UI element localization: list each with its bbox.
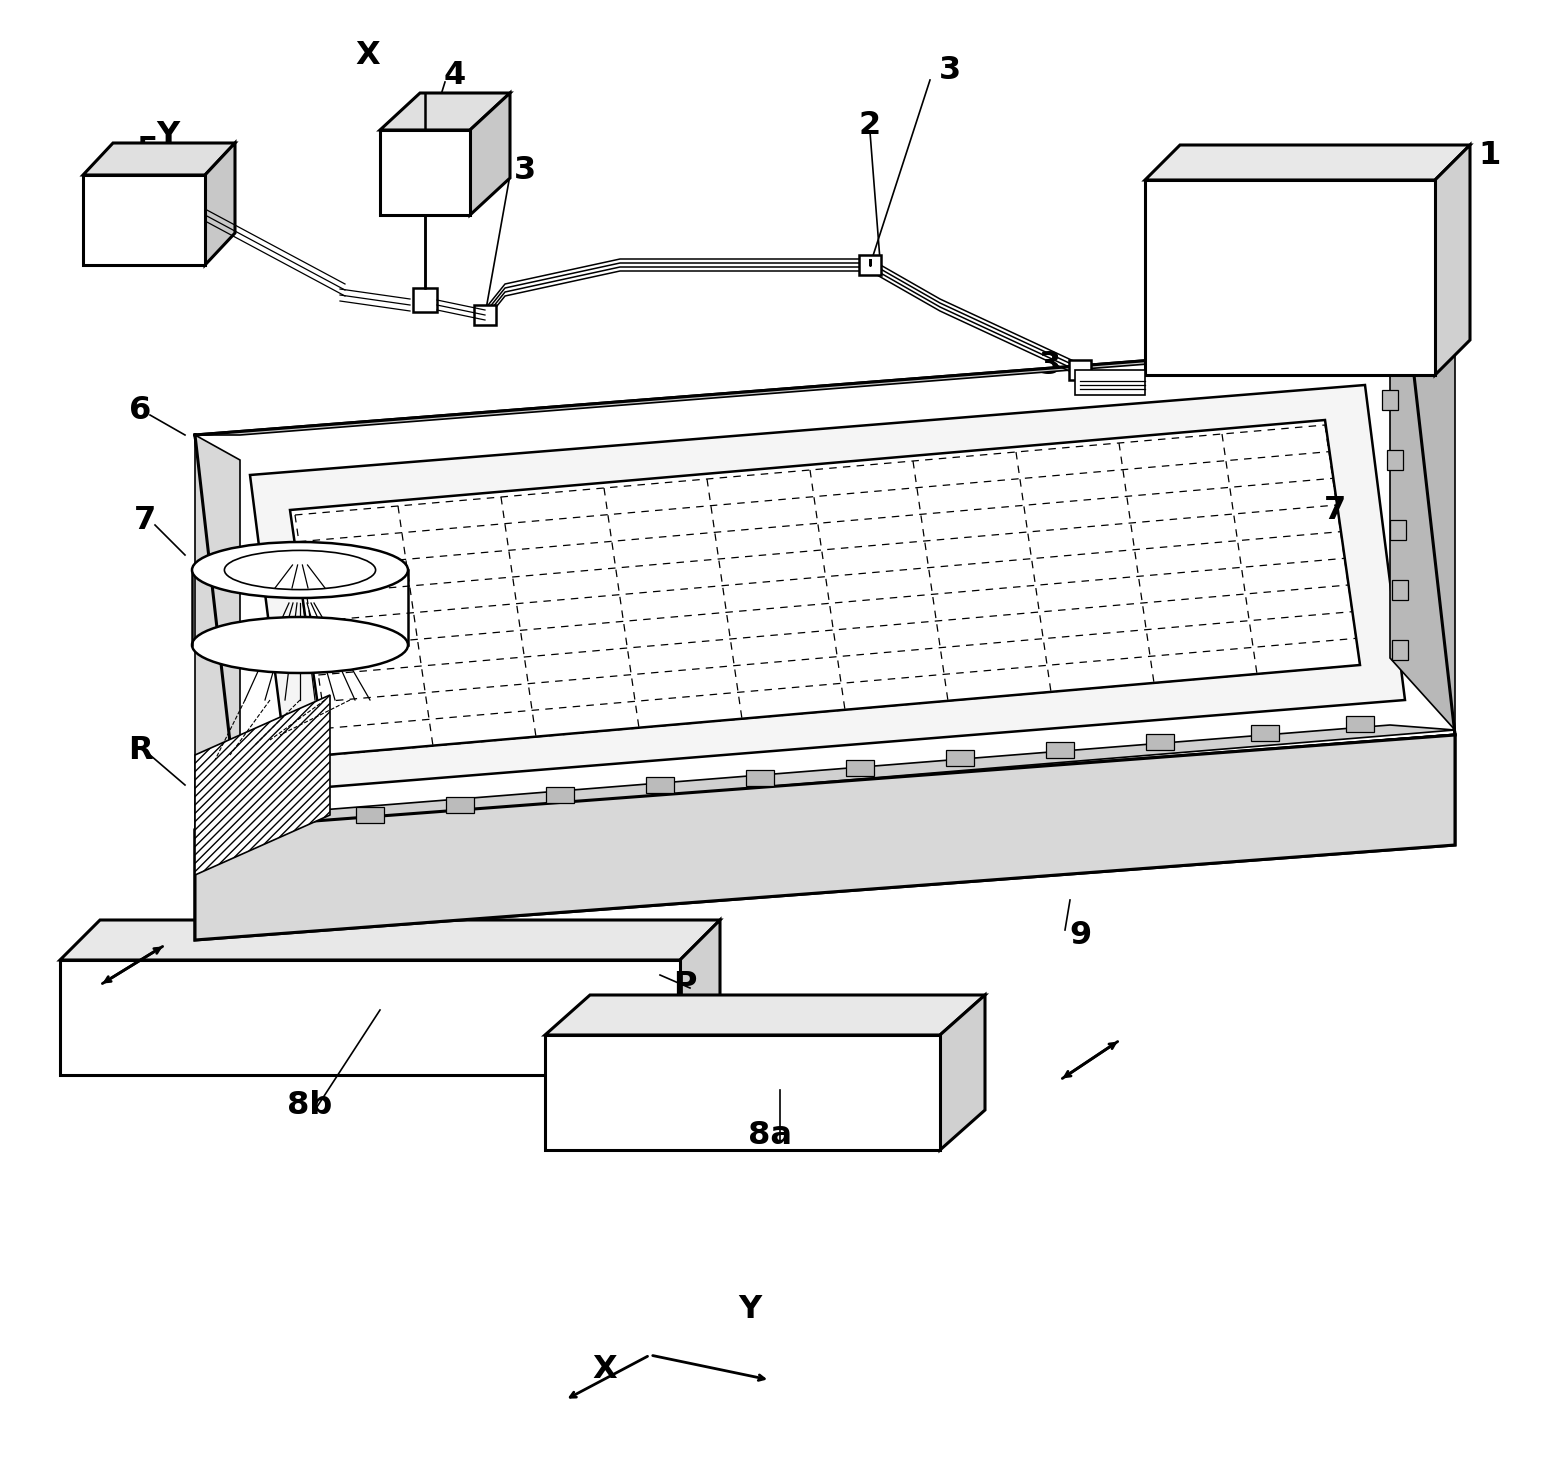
Polygon shape: [195, 340, 1455, 830]
Polygon shape: [413, 288, 437, 312]
Polygon shape: [1390, 340, 1455, 730]
Polygon shape: [1392, 580, 1409, 600]
Polygon shape: [59, 919, 721, 961]
Text: P: P: [674, 969, 697, 1000]
Text: 3: 3: [1039, 350, 1061, 381]
Polygon shape: [290, 421, 1360, 755]
Text: 9: 9: [1069, 919, 1090, 950]
Polygon shape: [846, 761, 874, 777]
Text: 7: 7: [1324, 494, 1346, 525]
Text: R: R: [128, 734, 153, 765]
Polygon shape: [1392, 640, 1409, 660]
Ellipse shape: [192, 616, 409, 674]
Polygon shape: [83, 143, 236, 175]
Polygon shape: [1390, 521, 1406, 540]
Text: 9: 9: [1409, 815, 1431, 846]
Polygon shape: [1382, 390, 1398, 410]
Text: 6: 6: [129, 394, 151, 425]
Polygon shape: [544, 1036, 941, 1150]
Polygon shape: [356, 808, 384, 822]
Text: 4: 4: [445, 59, 466, 91]
Ellipse shape: [192, 541, 409, 599]
Text: X: X: [356, 40, 381, 71]
Polygon shape: [195, 694, 331, 875]
Polygon shape: [1047, 741, 1073, 758]
Polygon shape: [945, 750, 973, 766]
Polygon shape: [544, 994, 984, 1036]
Text: X: X: [593, 1355, 618, 1386]
Bar: [474, 304, 496, 325]
Polygon shape: [941, 994, 984, 1150]
Polygon shape: [1435, 146, 1470, 375]
Bar: [1069, 360, 1090, 380]
Polygon shape: [446, 797, 474, 813]
Text: 3: 3: [939, 54, 961, 85]
Text: 3: 3: [513, 154, 537, 185]
Text: Y: Y: [738, 1294, 761, 1325]
Polygon shape: [1075, 371, 1145, 396]
Text: 5: 5: [137, 134, 159, 166]
Polygon shape: [1387, 450, 1402, 471]
Polygon shape: [1251, 725, 1279, 741]
Polygon shape: [746, 769, 774, 786]
Polygon shape: [546, 787, 574, 803]
Text: 1: 1: [1479, 140, 1501, 171]
Polygon shape: [470, 93, 510, 215]
Polygon shape: [195, 725, 1455, 830]
Text: 7: 7: [134, 505, 156, 535]
Polygon shape: [250, 385, 1406, 790]
Polygon shape: [1145, 179, 1435, 375]
Polygon shape: [195, 435, 240, 840]
Text: 2: 2: [860, 109, 881, 141]
Polygon shape: [1346, 716, 1374, 733]
Polygon shape: [1147, 734, 1175, 750]
Polygon shape: [83, 175, 204, 265]
Polygon shape: [195, 736, 1455, 940]
Polygon shape: [646, 777, 674, 793]
Polygon shape: [381, 129, 470, 215]
Bar: [860, 254, 881, 275]
Ellipse shape: [225, 550, 376, 590]
Polygon shape: [195, 736, 1455, 940]
Polygon shape: [204, 143, 236, 265]
Text: P: P: [318, 825, 342, 856]
Polygon shape: [381, 93, 510, 129]
Text: 8a: 8a: [747, 1119, 792, 1150]
Text: 8b: 8b: [287, 1090, 332, 1121]
Polygon shape: [1145, 146, 1470, 179]
Polygon shape: [195, 340, 1455, 435]
Polygon shape: [680, 919, 721, 1075]
Polygon shape: [59, 961, 680, 1075]
Text: Y: Y: [156, 119, 179, 150]
